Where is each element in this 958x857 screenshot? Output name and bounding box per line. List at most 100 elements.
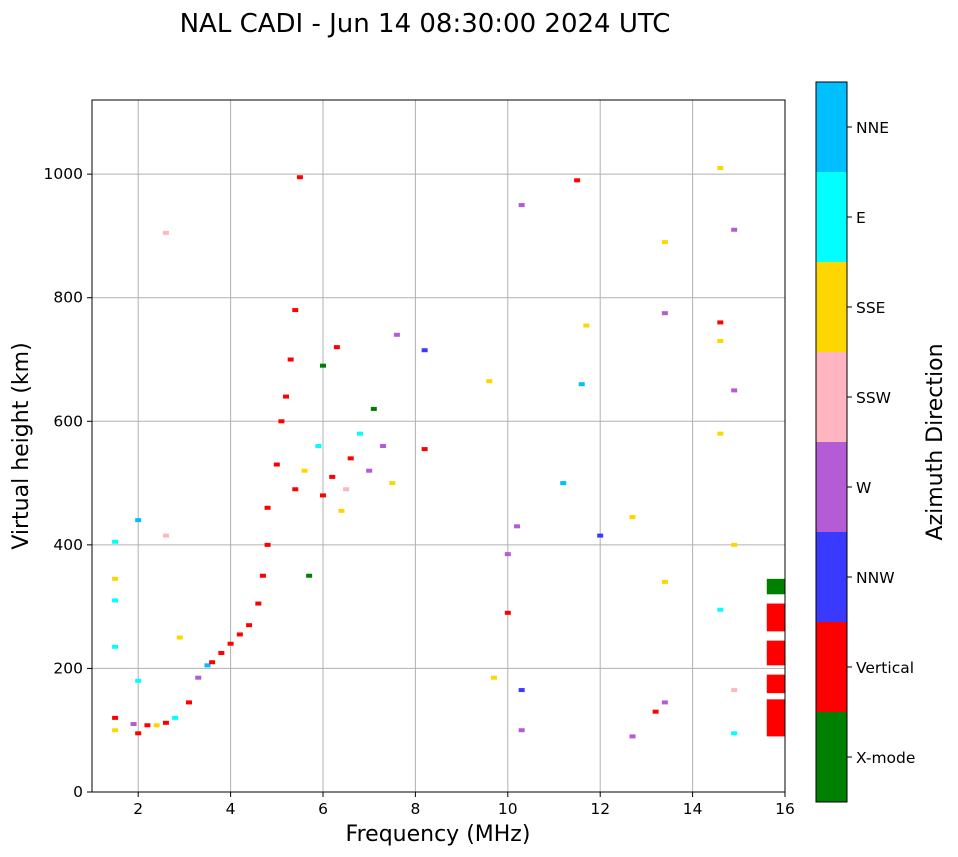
x-tick-label: 4 xyxy=(226,800,236,818)
echo-point xyxy=(176,635,183,640)
echo-point xyxy=(162,230,169,235)
echo-bar xyxy=(766,640,785,666)
grid xyxy=(92,100,786,793)
colorbar-segment xyxy=(816,532,847,622)
echo-point xyxy=(717,320,724,325)
echo-point xyxy=(135,678,142,683)
echo-point xyxy=(731,542,738,547)
echo-point xyxy=(389,481,396,486)
plot-frame xyxy=(91,99,786,793)
x-tick-label: 6 xyxy=(318,800,328,818)
echo-bar xyxy=(766,603,785,632)
colorbar-segment xyxy=(816,172,847,262)
echo-point xyxy=(421,447,428,452)
echo-point xyxy=(597,533,604,538)
echo-point xyxy=(421,348,428,353)
echo-point xyxy=(356,431,363,436)
echo-point xyxy=(144,723,151,728)
echo-point xyxy=(661,240,668,245)
echo-point xyxy=(273,462,280,467)
colorbar-tick-label: NNW xyxy=(856,569,895,587)
echo-point xyxy=(195,675,202,680)
colorbar: X-mode Vertical NNW W SSW SSE E NNE xyxy=(815,81,915,803)
colorbar-label: Azimuth Direction xyxy=(923,343,948,540)
x-tick-label: 2 xyxy=(133,800,143,818)
echo-point xyxy=(162,720,169,725)
chart-title: NAL CADI - Jun 14 08:30:00 2024 UTC xyxy=(180,9,671,39)
echo-point xyxy=(661,700,668,705)
colorbar-segment xyxy=(816,352,847,442)
echo-point xyxy=(204,663,211,668)
echo-point xyxy=(292,308,299,313)
colorbar-tick-label: W xyxy=(856,479,871,497)
echo-bar xyxy=(766,674,785,694)
x-tick-label: 8 xyxy=(410,800,420,818)
y-tick-label: 0 xyxy=(73,783,83,801)
echo-point xyxy=(227,641,234,646)
echo-point xyxy=(583,323,590,328)
echo-point xyxy=(343,487,350,492)
echo-point xyxy=(112,644,119,649)
echo-point xyxy=(315,444,322,448)
echo-point xyxy=(112,728,119,733)
echo-point xyxy=(661,579,668,584)
y-axis-label: Virtual height (km) xyxy=(9,342,34,549)
echo-point xyxy=(661,311,668,316)
plot-area: 2 4 6 8 10 12 14 16 0 200 400 600 800 1000 xyxy=(44,99,795,818)
x-tick-label: 16 xyxy=(775,800,795,818)
echo-point xyxy=(380,444,387,448)
data-points xyxy=(112,165,785,739)
echo-point xyxy=(347,456,354,461)
y-tick-label: 200 xyxy=(53,659,83,677)
colorbar-tick-label: SSW xyxy=(856,389,891,407)
echo-point xyxy=(209,660,216,665)
echo-point xyxy=(731,388,738,393)
echo-point xyxy=(717,165,724,170)
colorbar-segment xyxy=(816,622,847,712)
y-tick-label: 800 xyxy=(53,289,83,307)
colorbar-segment xyxy=(816,442,847,532)
echo-bar xyxy=(766,578,785,595)
echo-point xyxy=(306,573,313,578)
echo-point xyxy=(731,227,738,232)
echo-point xyxy=(731,731,738,736)
echo-point xyxy=(153,723,160,728)
echo-point xyxy=(112,539,119,544)
colorbar-tick-label: E xyxy=(856,209,866,227)
colorbar-frame xyxy=(815,81,848,803)
echo-point xyxy=(278,419,285,424)
echo-bar xyxy=(766,699,785,737)
colorbar-tick-label: X-mode xyxy=(856,749,915,767)
x-tick-label: 10 xyxy=(498,800,518,818)
echo-point xyxy=(370,406,377,411)
echo-point xyxy=(264,542,271,547)
echo-point xyxy=(320,363,326,368)
colorbar-segment xyxy=(816,262,847,352)
echo-point xyxy=(135,518,142,523)
echo-point xyxy=(731,688,738,693)
echo-point xyxy=(490,675,497,680)
echo-point xyxy=(287,357,294,362)
echo-point xyxy=(264,505,271,510)
echo-point xyxy=(629,515,636,520)
echo-point xyxy=(514,524,521,529)
echo-point xyxy=(320,493,326,498)
x-axis-ticks: 2 4 6 8 10 12 14 16 xyxy=(133,792,795,818)
echo-point xyxy=(504,610,511,615)
echo-point xyxy=(236,632,243,637)
echo-point xyxy=(717,338,724,343)
echo-point xyxy=(218,650,225,655)
echo-point xyxy=(130,722,137,727)
y-tick-label: 600 xyxy=(53,412,83,430)
echo-point xyxy=(518,728,525,733)
colorbar-tick-label: Vertical xyxy=(856,659,914,677)
echo-point xyxy=(333,345,340,350)
echo-point xyxy=(574,178,581,183)
echo-point xyxy=(172,715,179,720)
echo-point xyxy=(112,576,119,581)
echo-point xyxy=(717,607,724,612)
x-tick-label: 12 xyxy=(590,800,610,818)
echo-point xyxy=(578,382,585,387)
echo-point xyxy=(292,487,299,492)
echo-point xyxy=(560,481,567,486)
